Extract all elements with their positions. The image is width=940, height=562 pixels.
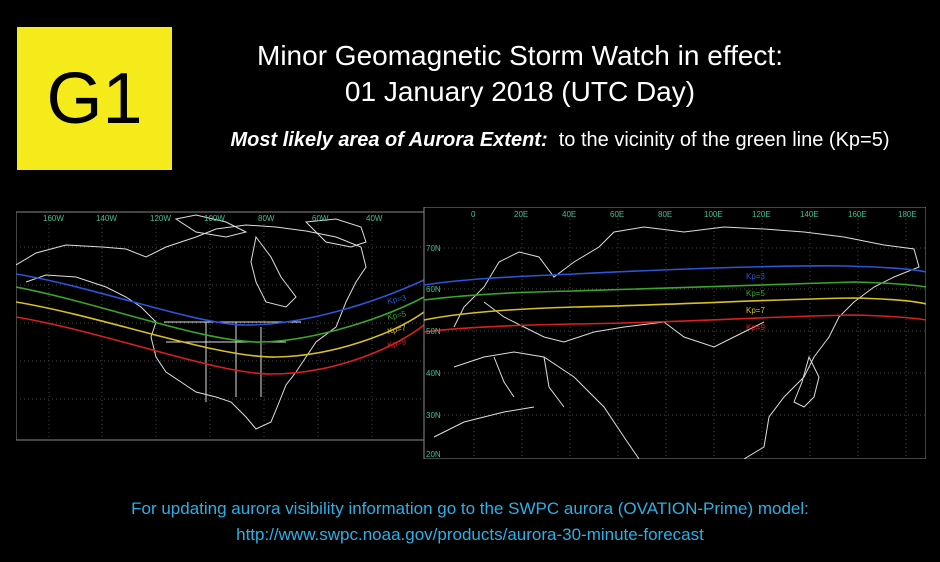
lon-label: 40W: [366, 214, 383, 223]
lat-label: 30N: [426, 411, 441, 420]
lon-label: 40E: [562, 210, 576, 219]
extent-label: Most likely area of Aurora Extent:: [230, 129, 548, 151]
kp3-line-east: [423, 265, 926, 286]
kp9-line-west: [16, 316, 425, 375]
lat-label: 40N: [426, 369, 441, 378]
lon-label: 140W: [96, 214, 117, 223]
west-map: 160W 140W 120W 100W 80W 60W 40W Kp=3 Kp=…: [16, 211, 425, 441]
kp3-line-west: [16, 273, 425, 326]
lon-label: 160W: [43, 214, 64, 223]
lon-label: 180E: [898, 210, 917, 219]
g1-scale-badge: G1: [17, 27, 172, 170]
lon-label: 80W: [258, 214, 275, 223]
kp7-label-west: Kp=7: [387, 323, 408, 336]
lon-label: 140E: [800, 210, 819, 219]
lat-label: 20N: [426, 450, 441, 459]
kp7-line-west: [16, 301, 425, 358]
lon-label: 60E: [610, 210, 624, 219]
title-line1: Minor Geomagnetic Storm Watch in effect:: [257, 40, 783, 71]
kp5-line-west: [16, 286, 425, 343]
lon-label: 20E: [514, 210, 528, 219]
aurora-extent-note: Most likely area of Aurora Extent: to th…: [180, 129, 940, 152]
east-map: 0 20E 40E 60E 80E 100E 120E 140E 160E 18…: [423, 207, 926, 459]
kp9-label-east: Kp=9: [746, 323, 765, 332]
lon-label: 120W: [150, 214, 171, 223]
kp7-label-east: Kp=7: [746, 306, 765, 315]
kp5-label-west: Kp=5: [387, 309, 408, 322]
lon-label: 80E: [658, 210, 672, 219]
aurora-maps: 160W 140W 120W 100W 80W 60W 40W Kp=3 Kp=…: [16, 207, 926, 459]
lon-label: 120E: [752, 210, 771, 219]
kp9-line-east: [423, 314, 926, 333]
extent-text: to the vicinity of the green line (Kp=5): [558, 129, 890, 151]
swpc-forecast-link[interactable]: http://www.swpc.noaa.gov/products/aurora…: [236, 525, 704, 544]
north-america-coastline: [16, 214, 367, 430]
east-kp-lines: [423, 265, 926, 333]
kp3-label-west: Kp=3: [387, 293, 408, 306]
kp9-label-west: Kp=9: [387, 337, 408, 350]
west-kp-lines: [16, 273, 425, 375]
kp3-label-east: Kp=3: [746, 272, 765, 281]
lat-label: 70N: [426, 244, 441, 253]
kp5-line-east: [423, 281, 926, 301]
kp7-line-east: [423, 297, 926, 321]
lon-label: 0: [471, 210, 476, 219]
kp5-label-east: Kp=5: [746, 289, 765, 298]
footer-text: For updating aurora visibility informati…: [131, 499, 809, 518]
lat-label: 60N: [426, 285, 441, 294]
title-date: 01 January 2018 (UTC Day): [344, 76, 696, 107]
badge-label: G1: [46, 58, 143, 139]
lat-label: 50N: [426, 327, 441, 336]
page-title: Minor Geomagnetic Storm Watch in effect:…: [200, 38, 840, 110]
lon-label: 160E: [848, 210, 867, 219]
lon-label: 100E: [704, 210, 723, 219]
lon-label: 60W: [312, 214, 329, 223]
lon-label: 100W: [204, 214, 225, 223]
footer-note: For updating aurora visibility informati…: [0, 496, 940, 548]
